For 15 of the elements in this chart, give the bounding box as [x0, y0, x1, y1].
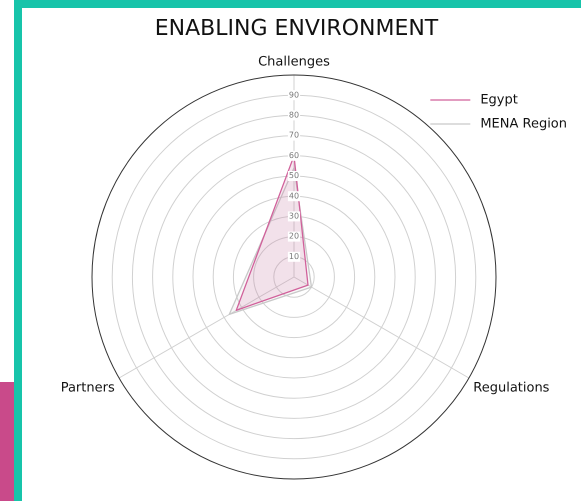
y-tick-label: 10: [288, 252, 300, 261]
legend-label: Egypt: [480, 92, 518, 108]
y-tick-label: 50: [288, 171, 300, 180]
legend-label: MENA Region: [480, 116, 568, 132]
y-tick-label: 60: [288, 150, 300, 160]
chart-title: ENABLING ENVIRONMENT: [154, 16, 439, 41]
y-tick-label: 70: [288, 130, 300, 140]
y-tick-label: 40: [288, 191, 300, 200]
y-tick-label: 20: [288, 232, 300, 241]
spoke-label: Partners: [60, 380, 115, 396]
y-tick-label: 80: [288, 110, 300, 120]
spoke-label: Challenges: [258, 54, 330, 70]
y-tick-label: 30: [288, 211, 300, 220]
spoke-label: Regulations: [473, 380, 550, 396]
y-tick-label: 90: [288, 90, 300, 100]
